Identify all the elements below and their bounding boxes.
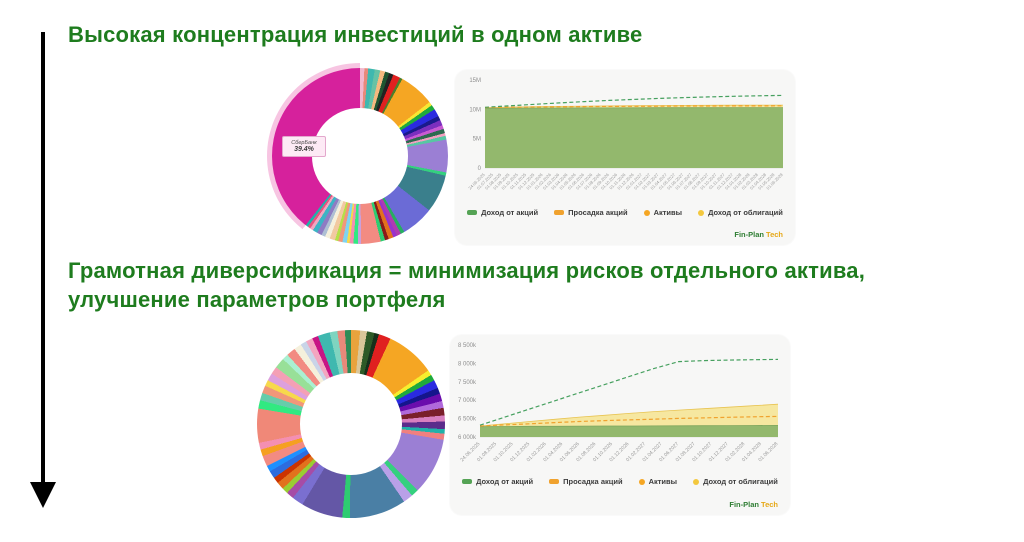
watermark-brand: Fin-Plan — [734, 230, 764, 239]
arrow-shaft — [41, 32, 45, 484]
legend-label: Доход от акций — [481, 208, 539, 217]
donut-chart-diversified — [257, 330, 445, 518]
legend-label: Активы — [653, 208, 683, 217]
title-diversification: Грамотная диверсификация = минимизация р… — [68, 258, 866, 313]
arrow-head — [30, 482, 56, 508]
legend-label: Активы — [648, 477, 678, 486]
legend-swatch-icon — [554, 210, 565, 215]
legend-label: Доход от облигаций — [708, 208, 783, 217]
svg-text:10M: 10M — [469, 107, 481, 113]
asset-callout-name: СберБанк — [291, 140, 317, 146]
svg-text:6 000k: 6 000k — [458, 435, 477, 441]
legend-swatch-icon — [698, 209, 705, 216]
portfolio-area-chart-top: 05M10M15M24.06.202501.07.202501.08.20250… — [467, 78, 784, 191]
svg-text:8 500k: 8 500k — [458, 343, 477, 349]
svg-text:7 500k: 7 500k — [458, 380, 477, 386]
legend-swatch-icon — [638, 478, 645, 485]
watermark-suffix: Tech — [761, 500, 778, 509]
asset-callout-value: 39.4% — [294, 146, 314, 153]
legend-label: Просадка акций — [568, 208, 628, 217]
legend-swatch-icon — [643, 209, 650, 216]
portfolio-chart-card-bottom: 6 000k 6 500k 7 000k 7 500k 8 000k 8 500k 24.0… — [450, 335, 790, 515]
legend-item: Доход от облигаций — [693, 477, 778, 486]
portfolio-chart-card-top: 0 5M 10M 15M 24.06.2025 01.07.2025 01.08.2025 0… — [455, 70, 795, 245]
fin-plan-watermark: Fin-Plan Tech — [729, 500, 778, 509]
legend-item: Доход от облигаций — [698, 208, 783, 217]
fin-plan-watermark: Fin-Plan Tech — [734, 230, 783, 239]
legend-swatch-icon — [549, 479, 560, 484]
legend-label: Доход от облигаций — [703, 477, 778, 486]
legend-item: Доход от акций — [467, 208, 538, 217]
svg-text:15M: 15M — [469, 78, 481, 84]
legend-label: Доход от акций — [476, 477, 534, 486]
legend-swatch-icon — [467, 210, 478, 215]
down-arrow-icon — [30, 32, 56, 510]
asset-callout: СберБанк 39.4% — [282, 136, 326, 157]
legend-swatch-icon — [693, 478, 700, 485]
chart-legend: Доход от акций Просадка акций Активы Доход … — [455, 208, 795, 217]
legend-label: Просадка акций — [563, 477, 623, 486]
svg-text:7 000k: 7 000k — [458, 398, 477, 404]
title-concentration: Высокая концентрация инвестиций в одном … — [68, 22, 643, 47]
donut-chart-concentrated: СберБанк 39.4% — [267, 63, 453, 249]
svg-text:6 500k: 6 500k — [458, 417, 477, 423]
legend-swatch-icon — [462, 479, 473, 484]
donut-hole — [300, 373, 402, 475]
svg-text:0: 0 — [478, 166, 482, 172]
chart-legend: Доход от акций Просадка акций Активы Доход … — [450, 477, 790, 486]
legend-item: Доход от акций — [462, 477, 533, 486]
legend-item: Активы — [643, 208, 683, 217]
legend-item: Активы — [638, 477, 678, 486]
watermark-suffix: Tech — [766, 230, 783, 239]
svg-text:5M: 5M — [473, 137, 481, 143]
legend-item: Просадка акций — [554, 208, 628, 217]
svg-text:8 000k: 8 000k — [458, 361, 477, 367]
watermark-brand: Fin-Plan — [729, 500, 759, 509]
donut-hole — [312, 108, 408, 204]
legend-item: Просадка акций — [549, 477, 623, 486]
